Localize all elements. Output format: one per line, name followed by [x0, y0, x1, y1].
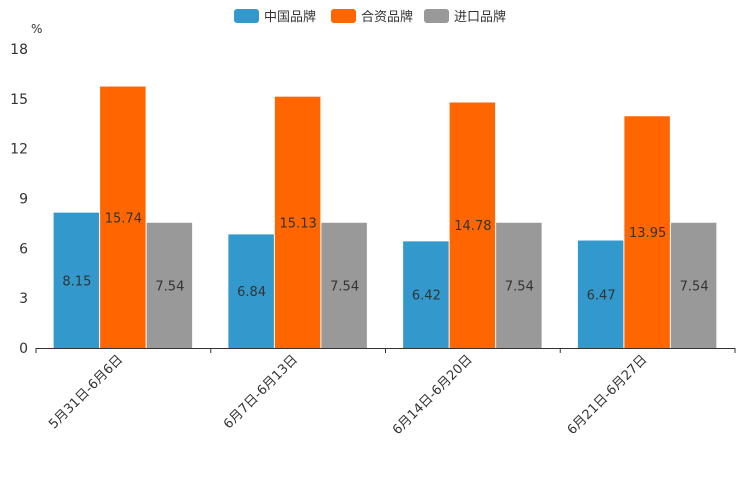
bar — [228, 234, 274, 348]
x-axis: 5月31日-6月6日 6月7日-6月13日 6月14日-6月20日 6月21日-6月2… — [35, 348, 736, 438]
x-tick-label: 6月14日-6月20日 — [390, 352, 476, 438]
y-tick-label: 15 — [10, 92, 28, 108]
data-label: 7.54 — [155, 279, 184, 294]
data-label: 6.47 — [587, 288, 616, 303]
bar — [53, 212, 100, 348]
data-label: 14.78 — [454, 219, 491, 234]
data-label: 7.54 — [330, 279, 359, 294]
y-tick-label: 0 — [19, 341, 28, 357]
bar — [321, 222, 367, 348]
bar — [146, 222, 193, 348]
y-tick-label: 6 — [19, 241, 28, 257]
bar — [624, 116, 670, 349]
legend-swatch — [234, 9, 259, 23]
bar — [274, 96, 321, 348]
bar — [403, 241, 449, 348]
legend: 中国品牌 合资品牌 进口品牌 — [234, 9, 506, 25]
data-label: 7.54 — [680, 279, 709, 294]
y-axis-ticks: 0 3 6 9 12 15 18 — [10, 42, 28, 357]
x-tick-label: 6月7日-6月13日 — [221, 352, 301, 432]
x-tick-label: 5月31日-6月6日 — [46, 352, 126, 432]
data-label: 8.15 — [62, 274, 91, 289]
legend-item[interactable]: 中国品牌 — [234, 9, 316, 25]
legend-label: 中国品牌 — [264, 9, 316, 25]
data-label: 7.54 — [505, 279, 534, 294]
legend-label: 进口品牌 — [454, 9, 506, 25]
y-tick-label: 9 — [19, 192, 28, 208]
x-tick-label: 6月21日-6月27日 — [565, 352, 651, 438]
bar — [670, 222, 717, 348]
y-tick-label: 18 — [10, 42, 28, 58]
bar — [577, 240, 624, 348]
y-tick-label: 12 — [10, 142, 28, 158]
data-label: 15.74 — [105, 211, 142, 226]
legend-swatch — [331, 9, 356, 23]
y-axis-unit: % — [31, 22, 42, 36]
bar — [449, 102, 496, 348]
data-label: 6.84 — [237, 285, 266, 300]
bars — [53, 86, 717, 349]
data-labels: 8.15 15.74 7.54 6.84 15.13 7.54 6.42 14.78 7.54 6… — [62, 211, 708, 303]
bar — [100, 86, 146, 349]
data-label: 15.13 — [280, 216, 317, 231]
data-label: 13.95 — [629, 226, 666, 241]
legend-item[interactable]: 进口品牌 — [424, 9, 506, 25]
legend-label: 合资品牌 — [361, 9, 413, 25]
data-label: 6.42 — [412, 289, 441, 304]
legend-item[interactable]: 合资品牌 — [331, 9, 413, 25]
legend-swatch — [424, 9, 449, 23]
bar — [496, 222, 542, 348]
y-tick-label: 3 — [19, 291, 28, 307]
